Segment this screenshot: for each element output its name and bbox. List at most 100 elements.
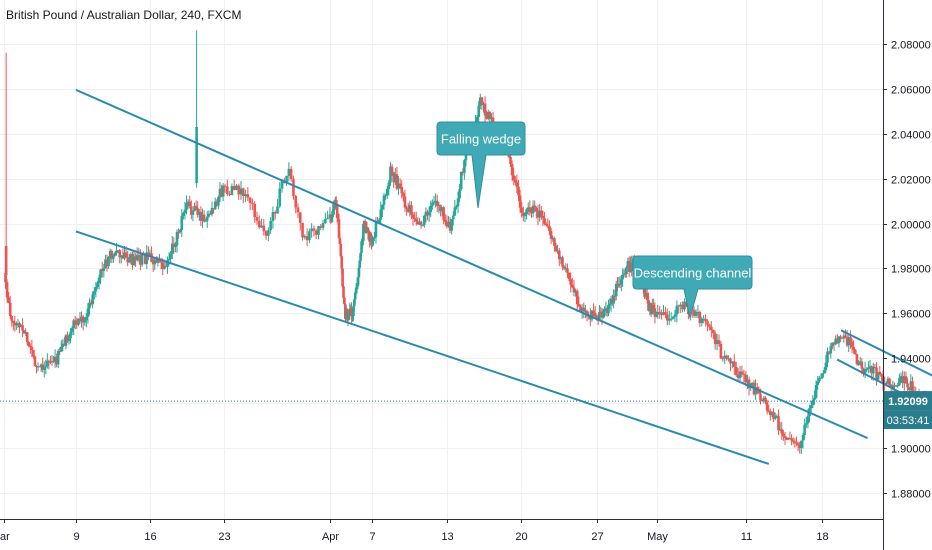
candle — [97, 274, 101, 290]
candle — [832, 341, 836, 351]
candle — [298, 212, 302, 231]
candle — [166, 256, 169, 274]
candle — [567, 272, 571, 282]
candle — [410, 201, 413, 220]
candle — [326, 210, 329, 220]
candle — [148, 249, 152, 256]
candle — [269, 217, 272, 234]
candle — [899, 372, 903, 383]
candle — [96, 281, 99, 289]
candle — [21, 318, 24, 338]
x-tick-label: 13 — [441, 531, 453, 543]
candle — [408, 200, 412, 217]
candle — [536, 204, 540, 226]
y-tick-label: 2.06000 — [891, 85, 931, 97]
candle — [723, 350, 727, 365]
candle — [58, 347, 62, 355]
candle — [873, 363, 877, 369]
candle — [857, 360, 860, 366]
candle — [831, 342, 834, 350]
candle — [47, 359, 51, 370]
candle — [387, 179, 391, 196]
candle — [435, 194, 439, 213]
time-axis[interactable]: ar 9 16 23 Apr 7 13 20 27 May 11 18 — [0, 519, 829, 543]
candle — [70, 326, 74, 336]
candle — [878, 365, 882, 376]
y-tick-label: 2.00000 — [891, 220, 931, 232]
trendline-wedge-upper[interactable] — [75, 88, 869, 440]
candle — [463, 159, 466, 180]
trendline-channel-upper[interactable] — [840, 329, 932, 400]
candle — [777, 409, 780, 435]
price-axis[interactable]: 2.08000 2.06000 2.04000 2.02000 2.00000 1.980… — [883, 40, 931, 501]
candle — [765, 399, 769, 415]
candle — [350, 301, 353, 324]
candle — [557, 247, 561, 267]
candle — [235, 184, 238, 191]
candle — [549, 227, 553, 244]
candle — [110, 249, 114, 264]
candle — [692, 306, 696, 318]
candle — [42, 361, 46, 378]
candle — [455, 204, 458, 210]
callout-bubble[interactable]: Falling wedge — [436, 121, 526, 209]
trendline-wedge-lower[interactable] — [75, 230, 770, 465]
candle — [858, 356, 862, 366]
candle — [482, 101, 485, 113]
candle — [788, 431, 792, 440]
candle — [770, 410, 774, 417]
candle — [819, 373, 823, 379]
candle — [453, 200, 457, 216]
candle — [423, 214, 426, 228]
candle — [341, 268, 344, 288]
candle — [264, 230, 268, 240]
candle — [853, 348, 857, 355]
candle — [683, 298, 686, 312]
candle — [15, 321, 18, 330]
candle — [317, 225, 320, 240]
candle — [746, 374, 749, 389]
candle — [89, 299, 93, 306]
x-tick-label: 16 — [144, 531, 156, 543]
candle — [762, 395, 766, 404]
candle — [510, 160, 514, 182]
candle — [63, 337, 66, 346]
candle — [56, 348, 60, 369]
candle — [738, 366, 742, 383]
candle — [729, 357, 732, 372]
candle — [371, 236, 375, 248]
candle — [253, 201, 256, 223]
candle — [104, 254, 107, 269]
candle — [429, 200, 433, 218]
candle — [169, 251, 172, 264]
candle — [255, 211, 259, 225]
candle — [44, 359, 48, 375]
candle — [212, 207, 215, 214]
candle — [564, 263, 568, 273]
candle — [205, 211, 209, 228]
candle — [398, 178, 402, 190]
candle — [188, 195, 192, 209]
candle — [515, 174, 519, 194]
candle — [289, 166, 293, 182]
candle — [16, 318, 20, 328]
candle — [308, 228, 311, 244]
candle — [561, 255, 564, 271]
candle — [816, 375, 820, 390]
candle — [228, 191, 231, 197]
candle — [112, 254, 115, 263]
candle — [276, 199, 279, 214]
candle — [654, 311, 658, 318]
callout-bubble[interactable]: Descending channel — [632, 255, 753, 319]
candle — [194, 200, 198, 211]
candle — [886, 376, 890, 385]
candle — [809, 401, 813, 412]
candle — [11, 320, 15, 331]
candle — [102, 263, 106, 278]
candle — [183, 201, 187, 220]
candle — [334, 196, 338, 205]
candle — [814, 380, 818, 399]
candle — [431, 199, 434, 210]
candle — [901, 370, 904, 389]
candle — [785, 436, 788, 441]
